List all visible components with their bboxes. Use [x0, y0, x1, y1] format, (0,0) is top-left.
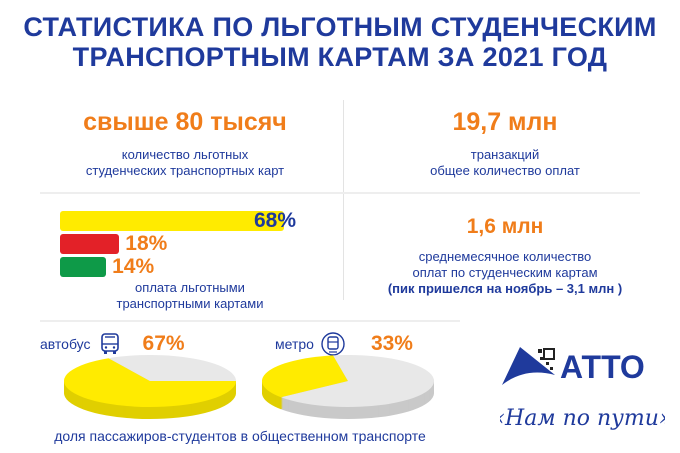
bus-legend: автобус 67%	[40, 332, 185, 356]
bar-label: 68%	[253, 208, 296, 232]
bus-label: автобус	[40, 336, 91, 352]
pie-slice-bus	[64, 358, 237, 407]
bar-row: 68%	[60, 208, 300, 232]
bar	[60, 233, 120, 254]
passenger-share-pies	[64, 355, 434, 419]
stat-value: свыше 80 тысяч	[83, 108, 287, 136]
atto-logo: АТТО «Нам по пути»	[492, 345, 672, 445]
stat-cards: свыше 80 тысяч количество льготных студе…	[40, 108, 330, 179]
divider-2	[40, 320, 460, 322]
stat-transactions: 19,7 млн транзакций общее количество опл…	[360, 108, 650, 179]
metro-legend: метро 33%	[275, 332, 413, 356]
caption-line: оплата льготными	[135, 280, 245, 295]
bar	[60, 210, 284, 231]
stat-caption: количество льготных студенческих транспо…	[40, 147, 330, 179]
svg-text:«Нам по пути»: «Нам по пути»	[500, 406, 665, 431]
stat-caption-peak: (пик пришелся на ноябрь – 3,1 млн )	[387, 281, 623, 296]
pie-caption: доля пассажиров-студентов в общественном…	[54, 428, 426, 444]
stat-caption-line: количество льготных	[121, 147, 249, 162]
stat-value: 19,7 млн	[452, 108, 558, 136]
stat-caption-line: общее количество оплат	[430, 163, 580, 178]
pie-slice-rest	[280, 355, 434, 407]
bar-row: 14%	[60, 254, 300, 278]
page-title: СТАТИСТИКА ПО ЛЬГОТНЫМ СТУДЕНЧЕСКИМ ТРАН…	[0, 12, 680, 72]
stat-value: 1,6 млн	[466, 215, 544, 238]
stat-caption-line: среднемесячное количество	[418, 249, 592, 264]
bar	[60, 256, 107, 277]
bar-label: 18%	[125, 231, 168, 255]
svg-text:АТТО: АТТО	[560, 349, 645, 385]
bar-chart-caption: оплата льготными транспортными картами	[40, 280, 340, 312]
payment-bar-chart: 68% 18% 14%	[60, 208, 300, 280]
caption-line: транспортными картами	[116, 296, 264, 311]
stat-caption-line: оплат по студенческим картам	[412, 265, 598, 280]
stat-monthly: 1,6 млн среднемесячное количество оплат …	[360, 215, 650, 297]
stat-caption-line: транзакций	[470, 147, 540, 162]
pie-slice-metro	[261, 355, 348, 398]
stat-caption-line: студенческих транспортных карт	[85, 163, 285, 178]
bus-icon	[100, 333, 119, 354]
atto-logo-mark: АТТО «Нам по пути»	[492, 347, 672, 431]
metro-icon	[321, 332, 345, 356]
bar-row: 18%	[60, 231, 300, 255]
stat-caption: транзакций общее количество оплат	[360, 147, 650, 179]
title-line-2: ТРАНСПОРТНЫМ КАРТАМ ЗА 2021 ГОД	[72, 42, 608, 72]
metro-label: метро	[275, 336, 314, 352]
title-line-1: СТАТИСТИКА ПО ЛЬГОТНЫМ СТУДЕНЧЕСКИМ	[23, 12, 657, 42]
bus-percent: 67%	[142, 332, 185, 355]
vertical-divider	[343, 100, 344, 300]
divider-1	[40, 192, 640, 194]
bar-label: 14%	[112, 254, 155, 278]
stat-caption: среднемесячное количество оплат по студе…	[360, 249, 650, 297]
pie-slice-rest	[108, 355, 236, 381]
metro-percent: 33%	[370, 332, 413, 355]
